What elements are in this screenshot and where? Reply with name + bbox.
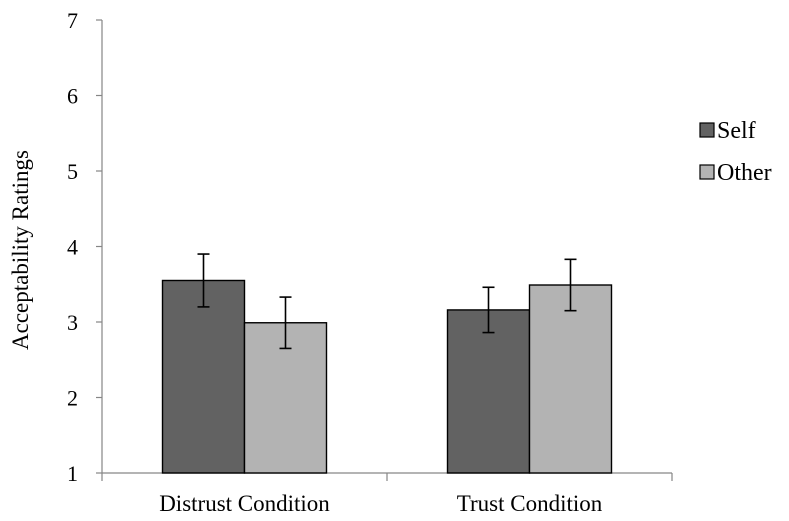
y-tick-label: 7 xyxy=(67,8,78,33)
y-tick-label: 4 xyxy=(67,235,78,260)
x-category-label: Trust Condition xyxy=(457,491,603,516)
y-tick-label: 5 xyxy=(67,159,78,184)
legend-label-other: Other xyxy=(717,160,772,186)
error-bars xyxy=(197,253,577,350)
legend-swatch-self xyxy=(699,122,715,138)
x-category-label: Distrust Condition xyxy=(159,491,330,516)
bar-self xyxy=(446,309,531,474)
y-axis-title: Acceptability Ratings xyxy=(8,150,33,350)
y-tick-label: 2 xyxy=(67,386,78,411)
legend: Self Other xyxy=(699,118,772,186)
bar-self xyxy=(161,279,246,474)
y-tick-label: 3 xyxy=(67,310,78,335)
bars xyxy=(161,279,613,474)
y-tick-label: 1 xyxy=(67,461,78,486)
error-bar xyxy=(197,253,210,308)
y-axis: 1 2 3 4 5 6 7 xyxy=(67,8,103,486)
y-tick-label: 6 xyxy=(67,84,78,109)
bar-other xyxy=(528,284,613,474)
error-bar xyxy=(564,258,577,312)
error-bar xyxy=(279,296,292,350)
error-bar xyxy=(482,286,495,334)
legend-swatch-other xyxy=(699,164,715,180)
legend-label-self: Self xyxy=(717,118,756,144)
x-axis: Distrust Condition Trust Condition xyxy=(101,472,673,516)
